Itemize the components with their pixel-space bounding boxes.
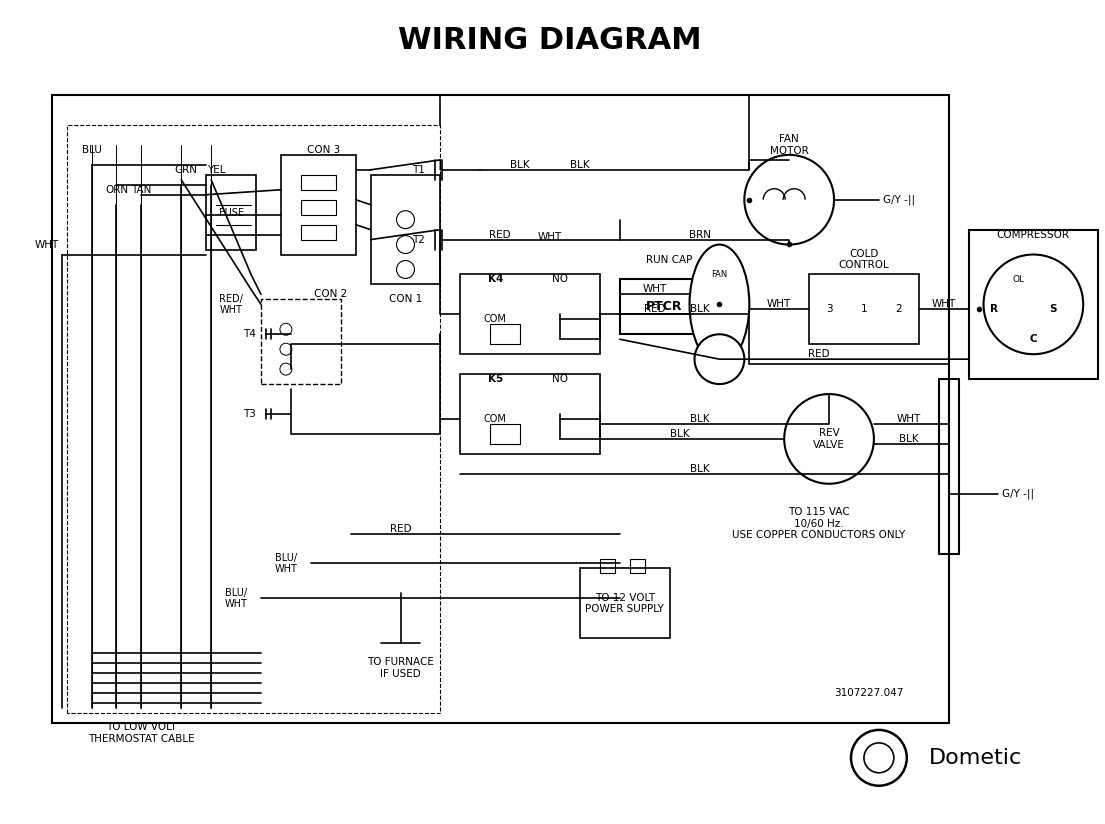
Text: WHT: WHT (642, 284, 666, 294)
Text: FAN
MOTOR: FAN MOTOR (770, 134, 809, 156)
Text: NO: NO (552, 274, 568, 284)
Text: OL: OL (1012, 275, 1024, 284)
Text: PTCR: PTCR (646, 300, 683, 313)
Text: WHT: WHT (896, 414, 920, 424)
Text: C: C (1030, 335, 1038, 344)
Text: Dometic: Dometic (928, 748, 1022, 768)
Text: CON 3: CON 3 (307, 145, 340, 155)
Text: BLU/
WHT: BLU/ WHT (274, 553, 297, 574)
Text: BLK: BLK (690, 414, 709, 424)
Text: BLK: BLK (899, 434, 918, 444)
Text: RED: RED (644, 304, 665, 314)
Text: BLK: BLK (690, 464, 709, 474)
Text: TO LOW VOLT
THERMOSTAT CABLE: TO LOW VOLT THERMOSTAT CABLE (88, 722, 194, 744)
Circle shape (785, 394, 874, 484)
Text: GRN: GRN (175, 165, 198, 175)
Text: RED: RED (390, 523, 411, 534)
Text: WHT: WHT (34, 240, 59, 250)
Text: G/Y -||: G/Y -|| (883, 194, 915, 205)
Text: K4: K4 (487, 274, 503, 284)
Bar (301, 175, 336, 190)
Text: WHT: WHT (932, 299, 956, 309)
Text: 3107227.047: 3107227.047 (834, 688, 904, 698)
Text: WHT: WHT (767, 299, 791, 309)
Text: COLD
CONTROL: COLD CONTROL (839, 249, 890, 270)
Text: RED: RED (490, 230, 511, 240)
Bar (461, 274, 600, 354)
Text: BLU/
WHT: BLU/ WHT (224, 588, 248, 609)
Bar (630, 559, 644, 574)
Text: 2: 2 (895, 304, 902, 314)
Text: TO FURNACE
IF USED: TO FURNACE IF USED (367, 658, 434, 679)
Text: TO 115 VAC
10/60 Hz.
USE COPPER CONDUCTORS ONLY: TO 115 VAC 10/60 Hz. USE COPPER CONDUCTO… (733, 507, 906, 541)
Text: CON 1: CON 1 (389, 294, 422, 304)
Circle shape (983, 255, 1083, 354)
Ellipse shape (690, 245, 749, 364)
Text: FAN: FAN (712, 270, 727, 279)
Text: S: S (1050, 304, 1057, 314)
Bar (261, 299, 340, 384)
Text: K5: K5 (487, 374, 503, 384)
Text: 1: 1 (861, 304, 867, 314)
Bar (620, 279, 709, 335)
Bar (809, 274, 918, 344)
Text: NO: NO (552, 374, 568, 384)
Bar (969, 230, 1098, 379)
Text: RED/
WHT: RED/ WHT (219, 293, 243, 315)
Text: R: R (989, 304, 998, 314)
Circle shape (695, 335, 745, 384)
Text: BLK: BLK (690, 304, 709, 314)
Text: BLK: BLK (570, 160, 590, 170)
Bar (600, 559, 614, 574)
Bar (207, 175, 256, 250)
Text: TO 12 VOLT
POWER SUPPLY: TO 12 VOLT POWER SUPPLY (586, 592, 664, 614)
Circle shape (745, 155, 834, 245)
Bar (301, 199, 336, 215)
Text: BRN: BRN (688, 230, 711, 240)
Text: BLU: BLU (82, 145, 102, 155)
Text: ORN: ORN (105, 185, 128, 194)
Text: COMPRESSOR: COMPRESSOR (997, 230, 1070, 240)
Text: T2: T2 (412, 235, 425, 245)
Text: RED: RED (808, 349, 830, 359)
Text: COM: COM (484, 314, 506, 325)
Text: REV
VALVE: REV VALVE (813, 428, 845, 450)
Text: G/Y -||: G/Y -|| (1002, 489, 1034, 499)
Bar (370, 175, 441, 284)
Text: T4: T4 (243, 330, 256, 339)
Text: COM: COM (484, 414, 506, 424)
Text: BLK: BLK (670, 429, 690, 439)
Text: BLK: BLK (511, 160, 530, 170)
Bar (461, 374, 600, 454)
Bar (281, 155, 356, 255)
Text: 3: 3 (825, 304, 832, 314)
Text: CON 2: CON 2 (314, 289, 347, 299)
Text: FUSE: FUSE (219, 208, 243, 218)
Text: T3: T3 (243, 409, 256, 419)
Bar (301, 225, 336, 240)
Text: WIRING DIAGRAM: WIRING DIAGRAM (398, 26, 702, 54)
Text: WHT: WHT (538, 232, 562, 241)
Text: T1: T1 (412, 165, 425, 175)
Text: TAN: TAN (131, 185, 151, 194)
Text: RUN CAP: RUN CAP (646, 255, 693, 265)
Bar (580, 569, 670, 639)
Text: YEL: YEL (207, 165, 225, 175)
